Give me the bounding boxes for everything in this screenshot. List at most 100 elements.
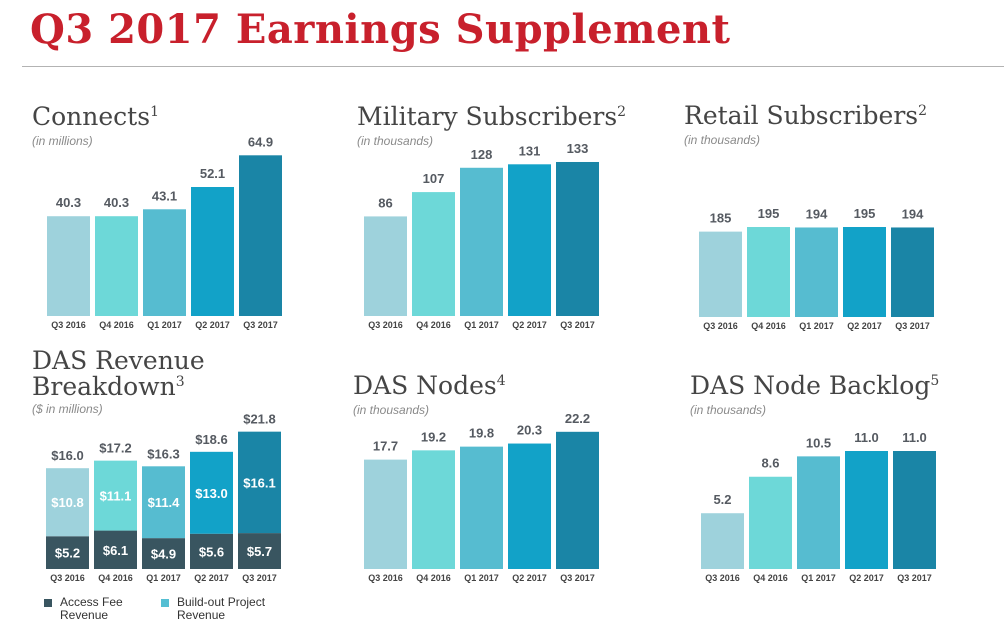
das-revenue-access-fee-bar bbox=[238, 533, 281, 569]
das-node-backlog-bar bbox=[797, 456, 840, 569]
das-revenue-total-label: $16.0 bbox=[51, 448, 84, 463]
connects-category-label: Q1 2017 bbox=[147, 320, 182, 330]
retail-subscribers-title: Retail Subscribers2 bbox=[684, 101, 928, 130]
das-revenue-access-fee-label: $5.6 bbox=[199, 544, 224, 559]
connects-value-label: 64.9 bbox=[248, 134, 273, 149]
das-nodes-category-label: Q3 2016 bbox=[368, 573, 403, 583]
das-revenue-access-fee-label: $6.1 bbox=[103, 543, 128, 558]
connects-category-label: Q3 2016 bbox=[51, 320, 86, 330]
retail-bar bbox=[699, 231, 742, 317]
retail-category-label: Q3 2016 bbox=[703, 321, 738, 331]
das-node-backlog-bar bbox=[845, 451, 888, 569]
das-revenue-total-label: $18.6 bbox=[195, 432, 228, 447]
connects-bar bbox=[239, 155, 282, 316]
das-node-backlog-value-label: 11.0 bbox=[854, 430, 879, 445]
das-revenue-buildout-bar bbox=[190, 451, 233, 534]
das-nodes-category-label: Q1 2017 bbox=[464, 573, 499, 583]
military-category-label: Q4 2016 bbox=[416, 320, 451, 330]
das-node-backlog-value-label: 8.6 bbox=[761, 456, 779, 471]
connects-category-label: Q2 2017 bbox=[195, 320, 230, 330]
military-category-label: Q1 2017 bbox=[464, 320, 499, 330]
military-value-label: 128 bbox=[471, 147, 493, 162]
das-revenue-buildout-label: $10.8 bbox=[51, 495, 84, 510]
military-bar bbox=[556, 161, 599, 316]
das-revenue-total-label: $16.3 bbox=[147, 446, 180, 461]
das-nodes-footnote: 4 bbox=[496, 373, 506, 389]
das-revenue-title-line2: Breakdown bbox=[32, 372, 176, 401]
retail-category-label: Q3 2017 bbox=[895, 321, 930, 331]
das-nodes-subtitle: (in thousands) bbox=[353, 403, 430, 417]
military-subscribers-footnote: 2 bbox=[617, 104, 627, 120]
das-node-backlog-subtitle: (in thousands) bbox=[690, 403, 767, 417]
das-nodes-value-label: 17.7 bbox=[373, 439, 398, 454]
das-revenue-access-fee-label: $5.7 bbox=[247, 544, 272, 559]
military-category-label: Q2 2017 bbox=[512, 320, 547, 330]
connects-bar bbox=[95, 216, 138, 316]
das-revenue-category-label: Q3 2016 bbox=[50, 573, 85, 583]
das-nodes-category-label: Q4 2016 bbox=[416, 573, 451, 583]
connects-bar bbox=[191, 187, 234, 316]
connects-category-label: Q3 2017 bbox=[243, 320, 278, 330]
das-nodes-bar bbox=[460, 446, 503, 569]
das-node-backlog-title: DAS Node Backlog5 bbox=[690, 371, 940, 400]
das-revenue-total-label: $21.8 bbox=[243, 412, 276, 427]
das-revenue-access-fee-bar bbox=[46, 536, 89, 569]
retail-value-label: 195 bbox=[758, 206, 780, 221]
das-nodes-value-label: 20.3 bbox=[517, 423, 542, 438]
retail-subscribers-footnote: 2 bbox=[918, 103, 928, 119]
military-category-label: Q3 2017 bbox=[560, 320, 595, 330]
page-title: Q3 2017 Earnings Supplement bbox=[30, 6, 731, 53]
retail-bar bbox=[843, 227, 886, 317]
das-node-backlog-value-label: 11.0 bbox=[902, 430, 927, 445]
military-value-label: 131 bbox=[519, 143, 541, 158]
military-category-label: Q3 2016 bbox=[368, 320, 403, 330]
retail-category-label: Q2 2017 bbox=[847, 321, 882, 331]
das-node-backlog-category-label: Q4 2016 bbox=[753, 573, 788, 583]
connects-value-label: 40.3 bbox=[104, 195, 129, 210]
connects-title: Connects1 bbox=[32, 102, 159, 131]
military-bar bbox=[364, 216, 407, 316]
das-nodes-bar bbox=[556, 431, 599, 569]
das-nodes-category-label: Q3 2017 bbox=[560, 573, 595, 583]
military-subscribers-title: Military Subscribers2 bbox=[357, 102, 627, 131]
das-node-backlog-category-label: Q3 2017 bbox=[897, 573, 932, 583]
retail-value-label: 194 bbox=[806, 206, 828, 221]
das-revenue-buildout-label: $13.0 bbox=[195, 486, 228, 501]
retail-bar bbox=[795, 227, 838, 317]
das-revenue-title: DAS Revenue Breakdown3 bbox=[32, 348, 205, 404]
connects-footnote: 1 bbox=[150, 104, 159, 120]
das-revenue-access-fee-label: $5.2 bbox=[55, 546, 80, 561]
das-node-backlog-value-label: 5.2 bbox=[713, 492, 731, 507]
das-revenue-category-label: Q1 2017 bbox=[146, 573, 181, 583]
das-nodes-value-label: 19.2 bbox=[421, 429, 446, 444]
military-subscribers-subtitle: (in thousands) bbox=[357, 134, 434, 148]
retail-value-label: 195 bbox=[854, 206, 876, 221]
das-revenue-access-fee-bar bbox=[190, 533, 233, 569]
military-value-label: 133 bbox=[567, 141, 589, 156]
connects-value-label: 43.1 bbox=[152, 188, 177, 203]
connects-bar bbox=[143, 209, 186, 316]
das-node-backlog-bar bbox=[701, 513, 744, 569]
das-node-backlog-bar bbox=[749, 476, 792, 569]
das-revenue-category-label: Q2 2017 bbox=[194, 573, 229, 583]
das-nodes-bar bbox=[364, 459, 407, 569]
das-revenue-buildout-bar bbox=[142, 466, 185, 539]
connects-subtitle: (in millions) bbox=[32, 134, 93, 148]
das-revenue-buildout-label: $11.1 bbox=[100, 489, 132, 504]
legend-access-fee-label: Access Fee Revenue bbox=[60, 595, 123, 622]
legend-buildout-label: Build-out Project Revenue bbox=[177, 595, 266, 622]
das-revenue-buildout-bar bbox=[238, 431, 281, 534]
retail-value-label: 185 bbox=[710, 211, 732, 226]
das-node-backlog-value-label: 10.5 bbox=[806, 435, 831, 450]
das-node-backlog-bar bbox=[893, 451, 936, 569]
das-node-backlog-category-label: Q2 2017 bbox=[849, 573, 884, 583]
das-revenue-buildout-bar bbox=[94, 460, 137, 531]
das-nodes-value-label: 19.8 bbox=[469, 426, 494, 441]
das-node-backlog-footnote: 5 bbox=[930, 373, 940, 389]
das-revenue-title-line1: DAS Revenue bbox=[32, 346, 205, 375]
retail-category-label: Q4 2016 bbox=[751, 321, 786, 331]
military-bar bbox=[412, 192, 455, 316]
connects-category-label: Q4 2016 bbox=[99, 320, 134, 330]
das-revenue-buildout-label: $16.1 bbox=[243, 475, 276, 490]
